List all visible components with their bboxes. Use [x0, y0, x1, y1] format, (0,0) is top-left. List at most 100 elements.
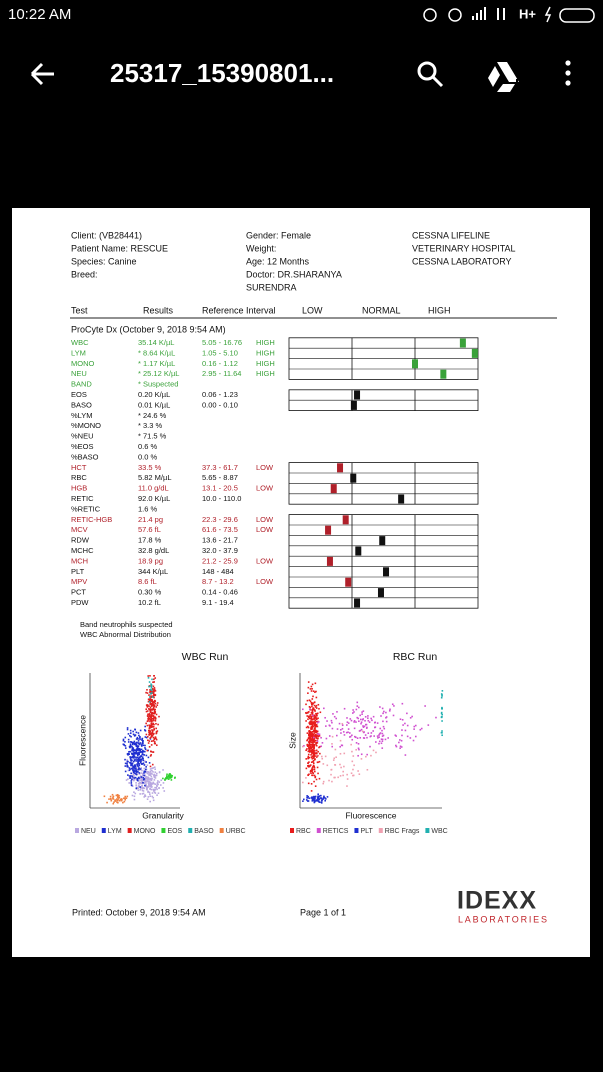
menu-button[interactable] [565, 60, 571, 86]
scatter-dot [116, 796, 119, 798]
scatter-dot [315, 778, 318, 781]
scatter-dot [131, 746, 133, 748]
scatter-dot [393, 705, 395, 707]
scatter-dot [139, 761, 142, 764]
scatter-dot [309, 700, 312, 703]
scatter-dot [150, 750, 152, 753]
test-result: 0.6 % [138, 442, 158, 451]
scatter-dot [149, 699, 151, 702]
scatter-dot [139, 729, 142, 732]
note: WBC Abnormal Distribution [80, 630, 171, 639]
scatter-dot [316, 740, 319, 742]
scatter-dot [305, 767, 308, 770]
scatter-dot [147, 708, 150, 710]
scatter-dot [314, 706, 317, 708]
scatter-dot [133, 734, 136, 737]
scatter-dot [353, 711, 355, 713]
scatter-dot [106, 801, 108, 804]
scatter-dot [150, 698, 152, 701]
scatter-dot [366, 736, 368, 739]
scatter-dot [341, 722, 344, 725]
logo: IDEXX [457, 887, 537, 915]
scatter-dot [146, 785, 149, 788]
scatter-dot [153, 708, 156, 711]
scatter-dot [307, 718, 309, 720]
scatter-dot [142, 744, 145, 747]
scatter-dot [118, 796, 121, 799]
scatter-dot [309, 714, 312, 716]
scatter-dot [135, 760, 138, 762]
scatter-dot [154, 786, 156, 789]
scatter-dot [135, 784, 138, 787]
scatter-dot [147, 776, 150, 779]
scatter-dot [149, 703, 152, 705]
scatter-dot [152, 717, 155, 720]
scatter-dot [126, 727, 129, 729]
reference-interval: 5.05 - 16.76 [202, 338, 242, 347]
scatter-dot [112, 802, 115, 805]
scatter-dot [144, 770, 147, 773]
test-result: 5.82 M/µL [138, 473, 172, 482]
scatter-dot [132, 768, 134, 770]
scatter-dot [103, 795, 106, 798]
scatter-dot [342, 770, 344, 773]
search-button[interactable] [417, 61, 444, 88]
scatter-dot [130, 756, 133, 759]
scatter-dot [139, 768, 142, 770]
scatter-dot [128, 767, 131, 769]
test-name: RBC [71, 473, 87, 482]
scatter-dot [139, 793, 141, 795]
scatter-dot [124, 736, 127, 739]
scatter-dot [310, 772, 312, 775]
scatter-dot [313, 770, 316, 773]
scatter-dot [311, 768, 313, 770]
scatter-dot [130, 758, 132, 761]
back-button[interactable] [30, 62, 54, 86]
drive-button[interactable] [488, 62, 521, 92]
scatter-dot [316, 799, 319, 801]
scatter-dot [307, 800, 310, 802]
scatter-dot [153, 774, 155, 776]
scatter-dot [133, 759, 136, 761]
column-header: NORMAL [362, 305, 401, 315]
scatter-dot [308, 756, 311, 759]
scatter-dot [311, 749, 313, 751]
scatter-dot [153, 681, 155, 683]
scatter-dot [365, 723, 368, 726]
scatter-dot [153, 716, 155, 719]
scatter-dot [323, 707, 325, 710]
scatter-dot [352, 774, 355, 777]
scatter-dot [139, 781, 142, 784]
scatter-dot [315, 749, 318, 752]
scatter-dot [315, 718, 318, 721]
reference-interval: 13.1 - 20.5 [202, 484, 238, 493]
scatter-dot [350, 719, 353, 722]
scatter-dot [131, 743, 134, 746]
scatter-dot [334, 748, 337, 751]
scatter-dot [349, 735, 352, 738]
scatter-dot [144, 748, 147, 751]
scatter-dot [313, 798, 315, 801]
test-name: BAND [71, 380, 92, 389]
scatter-dot [314, 682, 317, 685]
scatter-dot [401, 718, 404, 721]
result-marker [354, 390, 361, 400]
scatter-dot [123, 800, 126, 803]
scatter-dot [126, 759, 128, 761]
scatter-dot [346, 717, 348, 719]
scatter-dot [310, 735, 312, 738]
scatter-dot [146, 770, 148, 773]
scatter-dot [144, 794, 146, 796]
plot-x-label: Granularity [142, 810, 184, 820]
scatter-dot [310, 728, 312, 730]
scatter-dot [154, 775, 156, 777]
logo-subtitle: LABORATORIES [458, 914, 549, 924]
scatter-dot [378, 740, 381, 743]
scatter-dot [306, 699, 309, 702]
scatter-dot [140, 767, 143, 769]
scatter-dot [165, 776, 167, 779]
scatter-dot [309, 765, 311, 768]
scatter-dot [309, 731, 311, 734]
scatter-dot [131, 749, 133, 752]
scatter-dot [150, 740, 153, 742]
